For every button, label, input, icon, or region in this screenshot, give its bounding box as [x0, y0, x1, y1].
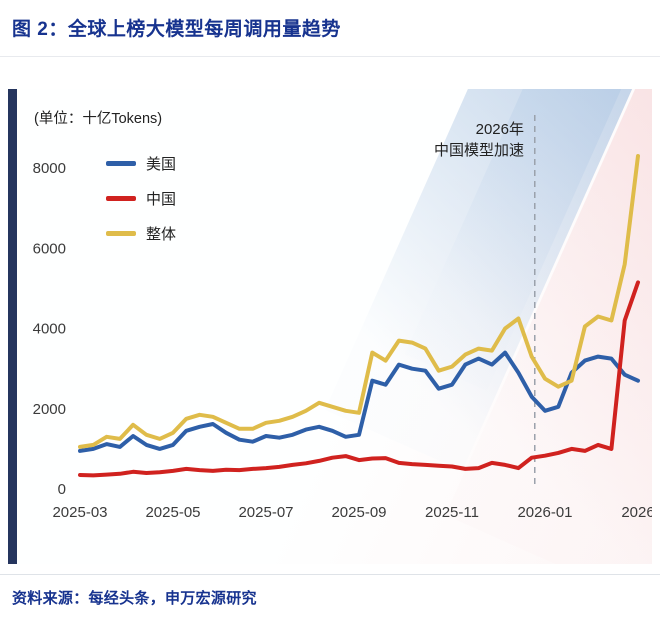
svg-text:2025-07: 2025-07 — [238, 504, 293, 521]
annotation-line2: 中国模型加速 — [433, 142, 524, 159]
figure-panel: 0 2000 4000 6000 8000 2025-03 2025-05 2025-07 20… — [8, 89, 652, 564]
svg-text:2026: 2026 — [621, 504, 652, 521]
legend-item: 中国 — [106, 188, 176, 208]
legend-label: 整体 — [146, 225, 177, 243]
legend-swatch — [106, 160, 136, 166]
svg-text:6000: 6000 — [33, 240, 66, 257]
svg-text:0: 0 — [58, 481, 66, 498]
svg-text:2000: 2000 — [33, 401, 66, 418]
svg-text:2025-03: 2025-03 — [52, 504, 107, 521]
svg-text:8000: 8000 — [33, 160, 66, 177]
figure-header: 图 2：全球上榜大模型每周调用量趋势 — [0, 0, 660, 57]
source-text: 资料来源：每经头条，申万宏源研究 — [12, 590, 257, 607]
svg-text:2025-05: 2025-05 — [145, 504, 200, 521]
chart-legend: 美国 中国 整体 — [106, 153, 176, 243]
legend-item: 美国 — [106, 153, 176, 173]
trend-chart: 0 2000 4000 6000 8000 2025-03 2025-05 2025-07 20… — [33, 115, 652, 521]
annotation-line1: 2026年 — [475, 121, 524, 138]
legend-item: 整体 — [106, 223, 176, 243]
figure-footer: 资料来源：每经头条，申万宏源研究 — [0, 574, 660, 608]
legend-label: 中国 — [146, 190, 177, 208]
unit-label: (单位：十亿Tokens) — [34, 111, 163, 127]
legend-label: 美国 — [146, 155, 177, 173]
svg-text:2025-11: 2025-11 — [425, 504, 479, 521]
chart-annotation: 2026年 中国模型加速 — [328, 119, 524, 161]
svg-text:4000: 4000 — [33, 321, 66, 338]
svg-text:2026-01: 2026-01 — [517, 504, 572, 521]
legend-swatch — [106, 195, 136, 201]
figure-title: 图 2：全球上榜大模型每周调用量趋势 — [12, 19, 341, 40]
panel-accent-bar — [8, 89, 17, 564]
legend-swatch — [106, 230, 136, 236]
svg-text:2025-09: 2025-09 — [331, 504, 386, 521]
